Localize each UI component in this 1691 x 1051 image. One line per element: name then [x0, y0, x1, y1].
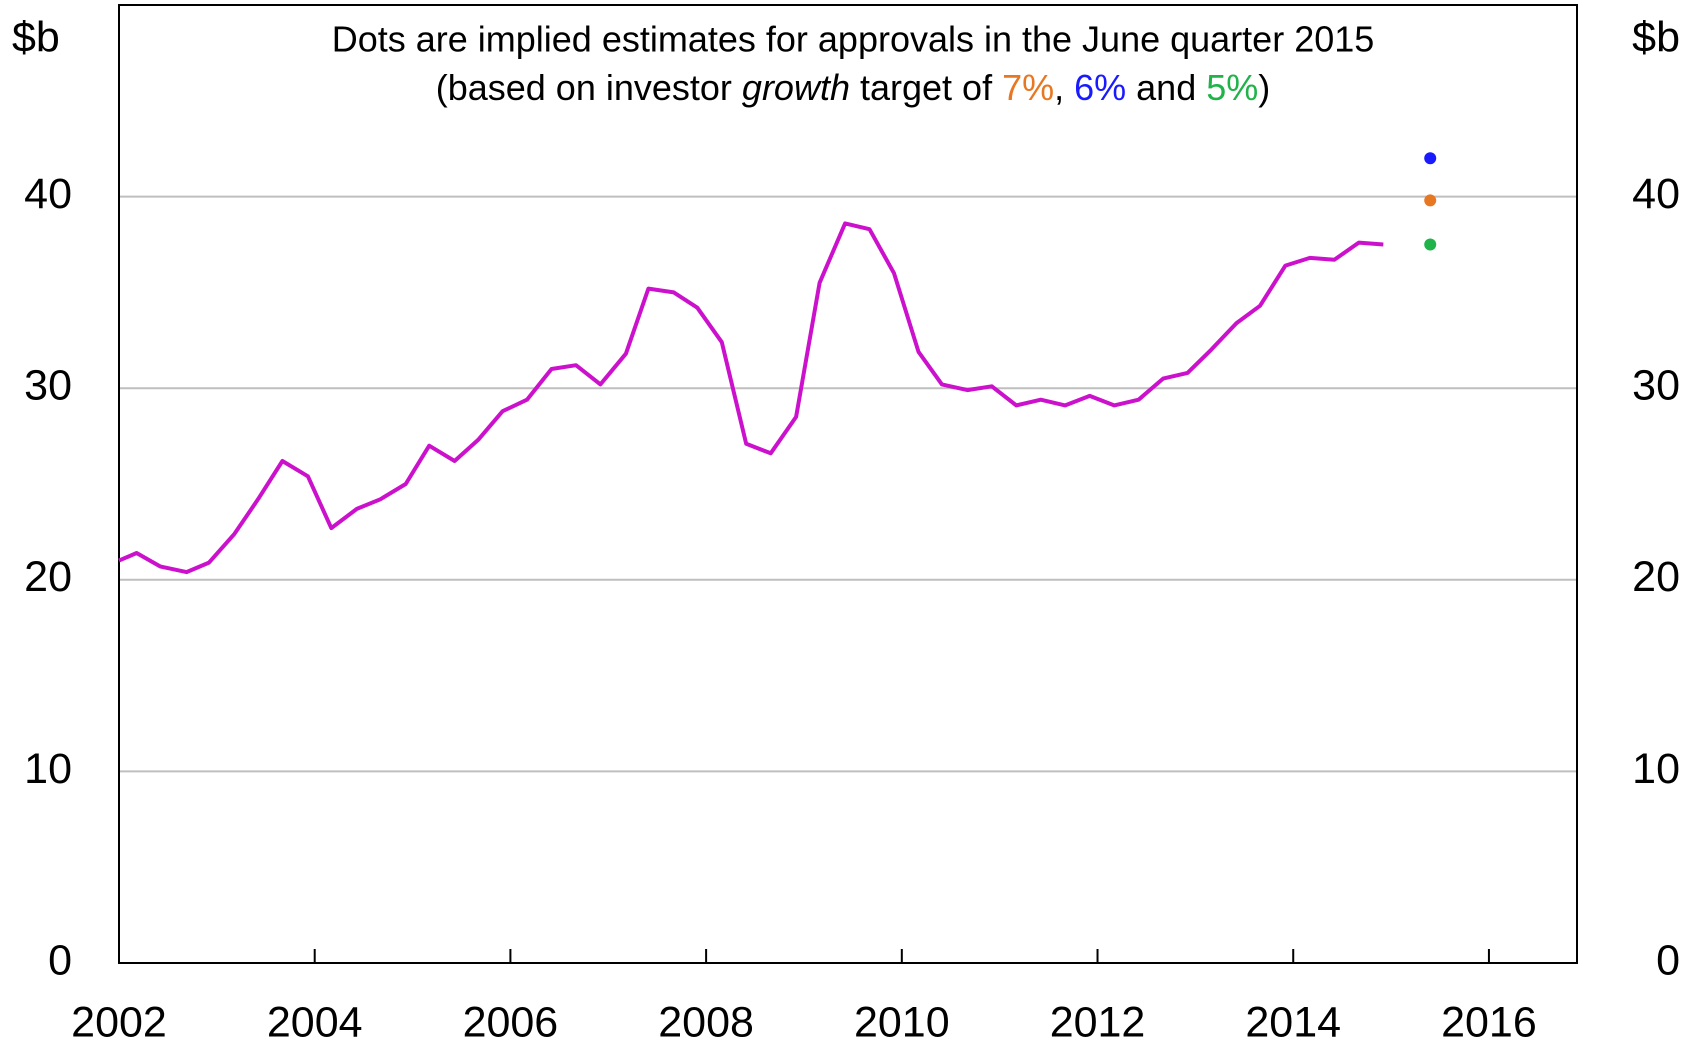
data-dot [1424, 238, 1437, 251]
x-tick-label: 2004 [267, 998, 363, 1046]
subtitle-part: 7% [1002, 67, 1054, 108]
y2-tick-label: 20 [1632, 553, 1680, 601]
data-dot [1424, 194, 1437, 207]
y2-tick-label: 40 [1632, 170, 1680, 218]
x-tick-label: 2008 [658, 998, 754, 1046]
x-tick-label: 2006 [463, 998, 559, 1046]
x-tick-label: 2010 [854, 998, 950, 1046]
x-tick-label: 2012 [1050, 998, 1146, 1046]
y-axis-label: $b [12, 13, 60, 61]
y-tick-label: 30 [24, 362, 72, 410]
x-tick-label: 2002 [71, 998, 167, 1046]
y2-tick-label: 10 [1632, 745, 1680, 793]
y-tick-label: 10 [24, 745, 72, 793]
subtitle-part: and [1126, 67, 1206, 108]
chart-subtitle: (based on investor growth target of 7%, … [436, 67, 1271, 108]
x-tick-label: 2016 [1441, 998, 1537, 1046]
y-tick-label: 20 [24, 553, 72, 601]
subtitle-part: growth [742, 67, 850, 108]
plot-frame [118, 4, 1578, 964]
y-tick-label: 40 [24, 170, 72, 218]
subtitle-part: (based on investor [436, 67, 742, 108]
subtitle-part: 5% [1206, 67, 1258, 108]
data-line [118, 221, 1384, 575]
x-tick-label: 2014 [1245, 998, 1341, 1046]
data-dot [1424, 152, 1437, 165]
y2-tick-label: 0 [1656, 936, 1680, 984]
y-tick-label: 0 [48, 936, 72, 984]
subtitle-part: 6% [1074, 67, 1126, 108]
chart-title: Dots are implied estimates for approvals… [332, 19, 1375, 60]
subtitle-part: target of [850, 67, 1002, 108]
y2-tick-label: 30 [1632, 362, 1680, 410]
subtitle-part: ) [1258, 67, 1270, 108]
y2-axis-label: $b [1632, 13, 1680, 61]
subtitle-part: , [1054, 67, 1074, 108]
